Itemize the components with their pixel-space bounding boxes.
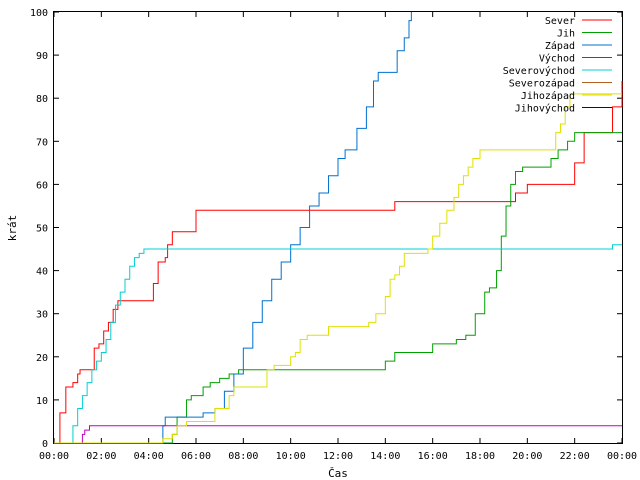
- y-tick-label: 40: [36, 267, 48, 278]
- x-tick-label: 10:00: [276, 451, 306, 462]
- x-tick-label: 20:00: [512, 451, 542, 462]
- legend-label: Jihozápad: [521, 90, 575, 102]
- y-tick-label: 0: [42, 439, 48, 450]
- y-tick-label: 80: [36, 94, 48, 105]
- y-tick-label: 70: [36, 137, 48, 148]
- y-axis: 0 10 20 30 40 50 60 70 80 90 100: [30, 8, 622, 450]
- legend-label: Severozápad: [509, 78, 575, 90]
- x-tick-label: 14:00: [370, 451, 400, 462]
- x-tick-label: 12:00: [323, 451, 353, 462]
- legend-label: Jihovýchod: [515, 103, 575, 115]
- series-line-Západ: [54, 12, 412, 444]
- x-axis-title: Čas: [328, 467, 348, 480]
- y-tick-label: 100: [30, 8, 48, 19]
- series-line-Jih: [54, 132, 622, 444]
- legend-label: Sever: [545, 16, 575, 27]
- x-tick-label: 06:00: [181, 451, 211, 462]
- x-axis: 00:00 02:00 04:00 06:00 08:00 10:00 12:00 14:00…: [39, 12, 637, 462]
- y-tick-label: 60: [36, 180, 48, 191]
- x-tick-label: 16:00: [418, 451, 448, 462]
- y-tick-label: 90: [36, 51, 48, 62]
- x-tick-label: 04:00: [134, 451, 164, 462]
- x-tick-label: 18:00: [465, 451, 495, 462]
- x-tick-label: 02:00: [86, 451, 116, 462]
- series-line-Severovýchod: [54, 244, 622, 444]
- x-tick-label: 00:00: [39, 451, 69, 462]
- legend: Sever JihZápadVýchodSeverovýchodSeverozáp…: [503, 16, 612, 115]
- y-tick-label: 20: [36, 353, 48, 364]
- series-line-Jihozápad: [54, 93, 622, 444]
- legend-label: Severovýchod: [503, 65, 575, 77]
- series-lines: [54, 12, 623, 444]
- legend-label: Východ: [539, 53, 575, 65]
- y-tick-label: 50: [36, 224, 48, 235]
- legend-label: Jih: [557, 29, 575, 40]
- x-tick-label: 00:00: [607, 451, 637, 462]
- legend-label: Západ: [545, 40, 575, 52]
- x-tick-label: 22:00: [560, 451, 590, 462]
- series-line-Sever: [54, 80, 623, 444]
- x-tick-label: 08:00: [228, 451, 258, 462]
- y-tick-label: 10: [36, 396, 48, 407]
- y-tick-label: 30: [36, 310, 48, 321]
- y-axis-title: krát: [6, 215, 19, 242]
- plot-frame: [53, 11, 623, 444]
